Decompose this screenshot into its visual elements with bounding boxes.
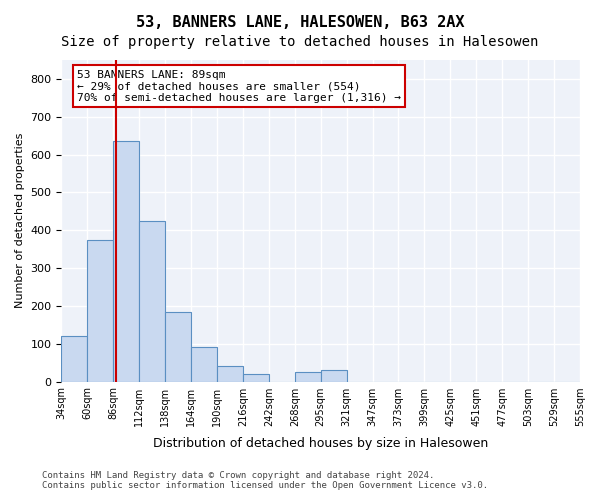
Bar	[295, 372, 321, 382]
Text: Contains HM Land Registry data © Crown copyright and database right 2024.
Contai: Contains HM Land Registry data © Crown c…	[42, 470, 488, 490]
Bar	[191, 348, 217, 382]
Bar	[61, 336, 88, 382]
Text: 53, BANNERS LANE, HALESOWEN, B63 2AX: 53, BANNERS LANE, HALESOWEN, B63 2AX	[136, 15, 464, 30]
Bar	[165, 312, 191, 382]
Text: 53 BANNERS LANE: 89sqm
← 29% of detached houses are smaller (554)
70% of semi-de: 53 BANNERS LANE: 89sqm ← 29% of detached…	[77, 70, 401, 103]
Text: Size of property relative to detached houses in Halesowen: Size of property relative to detached ho…	[61, 35, 539, 49]
Bar	[243, 374, 269, 382]
Bar	[139, 221, 165, 382]
Y-axis label: Number of detached properties: Number of detached properties	[15, 133, 25, 308]
Bar	[217, 366, 243, 382]
X-axis label: Distribution of detached houses by size in Halesowen: Distribution of detached houses by size …	[153, 437, 488, 450]
Bar	[321, 370, 347, 382]
Bar	[88, 240, 113, 382]
Bar	[113, 142, 139, 382]
